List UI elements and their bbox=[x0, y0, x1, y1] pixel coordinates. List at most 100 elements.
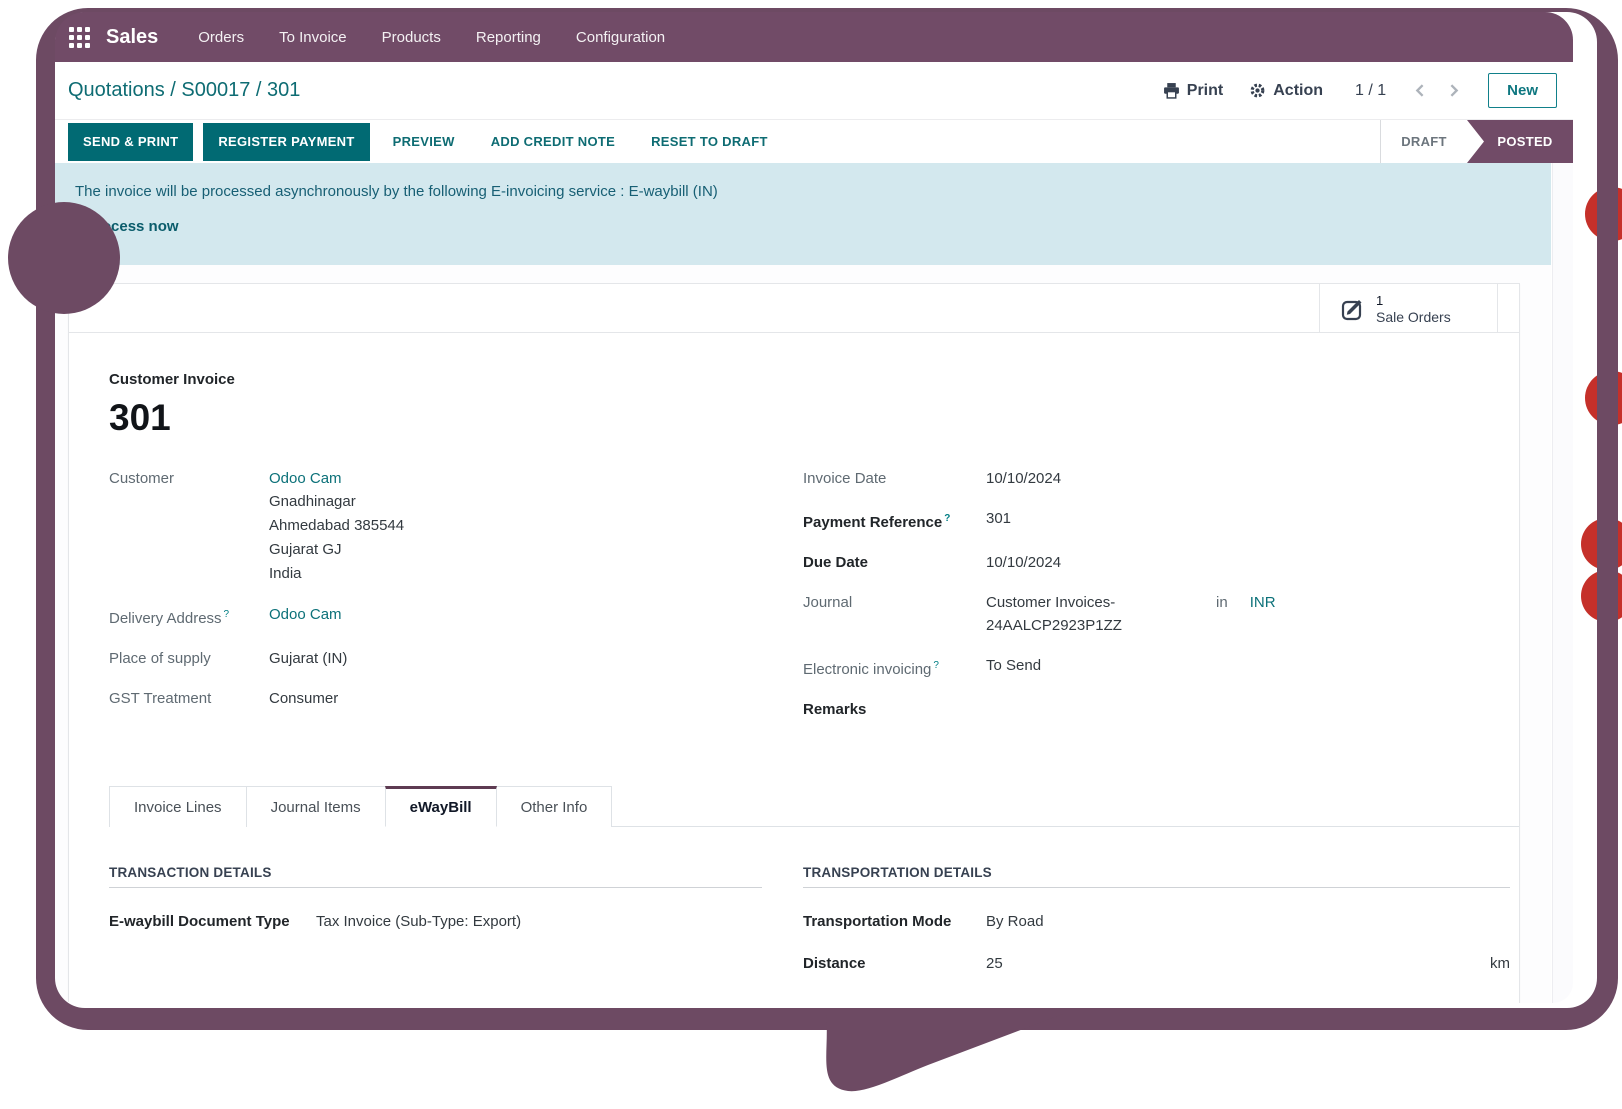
action-status-row: SEND & PRINT REGISTER PAYMENT PREVIEW AD… bbox=[55, 120, 1573, 163]
payment-reference-field: Payment Reference? 301 bbox=[803, 507, 1499, 534]
address-line: Gnadhinagar bbox=[269, 493, 356, 510]
gst-treatment-value[interactable]: Consumer bbox=[269, 690, 339, 707]
customer-address: Gnadhinagar Ahmedabad 385544 Gujarat GJ … bbox=[269, 490, 404, 586]
journal-field: Journal Customer Invoices-24AALCP2923P1Z… bbox=[803, 591, 1499, 637]
journal-in-word: in bbox=[1216, 594, 1228, 611]
remarks-label: Remarks bbox=[803, 701, 867, 718]
transportation-mode-value[interactable]: By Road bbox=[986, 913, 1044, 930]
notification-badge bbox=[1581, 570, 1622, 622]
tab-other-info[interactable]: Other Info bbox=[496, 786, 613, 827]
chevron-left-icon[interactable] bbox=[1412, 82, 1429, 99]
banner-message: The invoice will be processed asynchrono… bbox=[75, 183, 718, 200]
content-scroll-area: The invoice will be processed asynchrono… bbox=[55, 163, 1573, 1003]
remarks-field: Remarks bbox=[803, 698, 1499, 721]
tab-ewaybill[interactable]: eWayBill bbox=[384, 786, 497, 827]
delivery-address-label: Delivery Address? bbox=[109, 609, 230, 627]
new-button[interactable]: New bbox=[1488, 73, 1557, 108]
breadcrumb[interactable]: Quotations / S00017 / 301 bbox=[68, 79, 301, 101]
ewaybill-panel: TRANSACTION DETAILS E-waybill Document T… bbox=[69, 827, 1519, 994]
einvoicing-banner: The invoice will be processed asynchrono… bbox=[55, 163, 1551, 265]
add-credit-note-button[interactable]: ADD CREDIT NOTE bbox=[478, 123, 628, 161]
preview-button[interactable]: PREVIEW bbox=[380, 123, 468, 161]
invoice-date-value[interactable]: 10/10/2024 bbox=[986, 470, 1062, 487]
action-button[interactable]: Action bbox=[1249, 82, 1323, 100]
chevron-right-icon[interactable] bbox=[1445, 82, 1462, 99]
help-question-mark: ? bbox=[944, 513, 951, 524]
control-panel-right: Print Action 1 / 1 bbox=[1163, 73, 1557, 108]
gst-treatment-label: GST Treatment bbox=[109, 690, 212, 707]
delivery-address-field: Delivery Address? Odoo Cam bbox=[109, 603, 803, 630]
tab-invoice-lines[interactable]: Invoice Lines bbox=[109, 786, 246, 827]
register-payment-button[interactable]: REGISTER PAYMENT bbox=[203, 122, 370, 161]
invoice-date-label: Invoice Date bbox=[803, 470, 887, 487]
due-date-label: Due Date bbox=[803, 554, 869, 571]
print-label: Print bbox=[1186, 81, 1224, 99]
button-box-row: 1 Sale Orders bbox=[69, 284, 1519, 333]
process-now-link[interactable]: Process now bbox=[86, 218, 179, 235]
distance-label: Distance bbox=[803, 955, 866, 972]
status-posted[interactable]: POSTED bbox=[1467, 120, 1573, 163]
transportation-mode-label: Transportation Mode bbox=[803, 913, 952, 930]
status-draft[interactable]: DRAFT bbox=[1401, 134, 1447, 149]
ewaybill-doc-type-label: E-waybill Document Type bbox=[109, 913, 290, 930]
fields-left-column: Customer Odoo Cam Gnadhinagar Ahmedabad … bbox=[109, 467, 803, 738]
delivery-address-link[interactable]: Odoo Cam bbox=[269, 606, 342, 623]
electronic-invoicing-value[interactable]: To Send bbox=[986, 657, 1042, 674]
document-type-label: Customer Invoice bbox=[109, 371, 235, 388]
customer-field: Customer Odoo Cam Gnadhinagar Ahmedabad … bbox=[109, 467, 803, 586]
electronic-invoicing-field: Electronic invoicing? To Send bbox=[803, 654, 1499, 681]
sale-orders-count: 1 bbox=[1376, 292, 1384, 308]
edit-note-icon bbox=[1341, 299, 1362, 320]
transportation-details-heading: TRANSPORTATION DETAILS bbox=[803, 865, 1510, 888]
nav-item-reporting[interactable]: Reporting bbox=[475, 28, 541, 46]
distance-unit: km bbox=[1490, 955, 1510, 972]
sale-orders-smart-button[interactable]: 1 Sale Orders bbox=[1319, 284, 1498, 333]
address-line: Gujarat GJ bbox=[269, 541, 342, 558]
journal-value-block: Customer Invoices-24AALCP2923P1ZZ in INR bbox=[986, 591, 1276, 637]
help-question-mark: ? bbox=[933, 660, 939, 671]
payment-reference-label: Payment Reference? bbox=[803, 513, 951, 531]
nav-item-orders[interactable]: Orders bbox=[198, 28, 245, 46]
customer-value-block: Odoo Cam Gnadhinagar Ahmedabad 385544 Gu… bbox=[269, 467, 404, 586]
customer-link[interactable]: Odoo Cam bbox=[269, 470, 342, 487]
payment-reference-value[interactable]: 301 bbox=[986, 510, 1012, 527]
due-date-value[interactable]: 10/10/2024 bbox=[986, 554, 1062, 571]
sheet-body: Customer Invoice 301 Customer Odoo Cam bbox=[69, 333, 1519, 827]
ewaybill-doc-type-value[interactable]: Tax Invoice (Sub-Type: Export) bbox=[316, 913, 522, 930]
place-of-supply-field: Place of supply Gujarat (IN) bbox=[109, 647, 803, 670]
invoice-number: 301 bbox=[109, 397, 171, 438]
transaction-details-section: TRANSACTION DETAILS E-waybill Document T… bbox=[109, 865, 762, 994]
reset-to-draft-button[interactable]: RESET TO DRAFT bbox=[638, 123, 781, 161]
ewaybill-doc-type-field: E-waybill Document Type Tax Invoice (Sub… bbox=[109, 910, 762, 934]
journal-currency-link[interactable]: INR bbox=[1249, 594, 1276, 611]
transportation-details-section: TRANSPORTATION DETAILS Transportation Mo… bbox=[803, 865, 1510, 994]
action-label: Action bbox=[1273, 81, 1324, 99]
notification-badge bbox=[1585, 187, 1622, 241]
pager-arrows bbox=[1412, 82, 1462, 99]
pager-counter: 1 / 1 bbox=[1355, 81, 1387, 99]
journal-value[interactable]: Customer Invoices-24AALCP2923P1ZZ bbox=[986, 594, 1122, 634]
transportation-mode-field: Transportation Mode By Road bbox=[803, 910, 1510, 934]
notification-badge bbox=[1581, 518, 1622, 570]
address-line: India bbox=[269, 565, 302, 582]
place-of-supply-value[interactable]: Gujarat (IN) bbox=[269, 650, 348, 667]
print-button[interactable]: Print bbox=[1163, 82, 1223, 100]
tab-journal-items[interactable]: Journal Items bbox=[245, 786, 385, 827]
field-columns: Customer Odoo Cam Gnadhinagar Ahmedabad … bbox=[109, 467, 1519, 738]
distance-value[interactable]: 25 bbox=[986, 955, 1003, 972]
vertical-scrollbar[interactable] bbox=[1552, 163, 1573, 1003]
main-navbar: Sales Orders To Invoice Products Reporti… bbox=[55, 12, 1573, 62]
nav-item-to-invoice[interactable]: To Invoice bbox=[279, 28, 347, 46]
bubble-tail bbox=[826, 1014, 1063, 1092]
status-widget: DRAFT POSTED bbox=[1380, 120, 1573, 163]
nav-item-configuration[interactable]: Configuration bbox=[575, 28, 666, 46]
sale-orders-text: 1 Sale Orders bbox=[1376, 292, 1451, 326]
distance-field: Distance 25 km bbox=[803, 952, 1510, 976]
printer-icon bbox=[1163, 83, 1179, 99]
customer-label: Customer bbox=[109, 470, 175, 487]
apps-grid-icon[interactable] bbox=[69, 26, 90, 48]
send-print-button[interactable]: SEND & PRINT bbox=[68, 122, 194, 161]
app-name[interactable]: Sales bbox=[106, 25, 159, 48]
nav-item-products[interactable]: Products bbox=[381, 28, 441, 46]
